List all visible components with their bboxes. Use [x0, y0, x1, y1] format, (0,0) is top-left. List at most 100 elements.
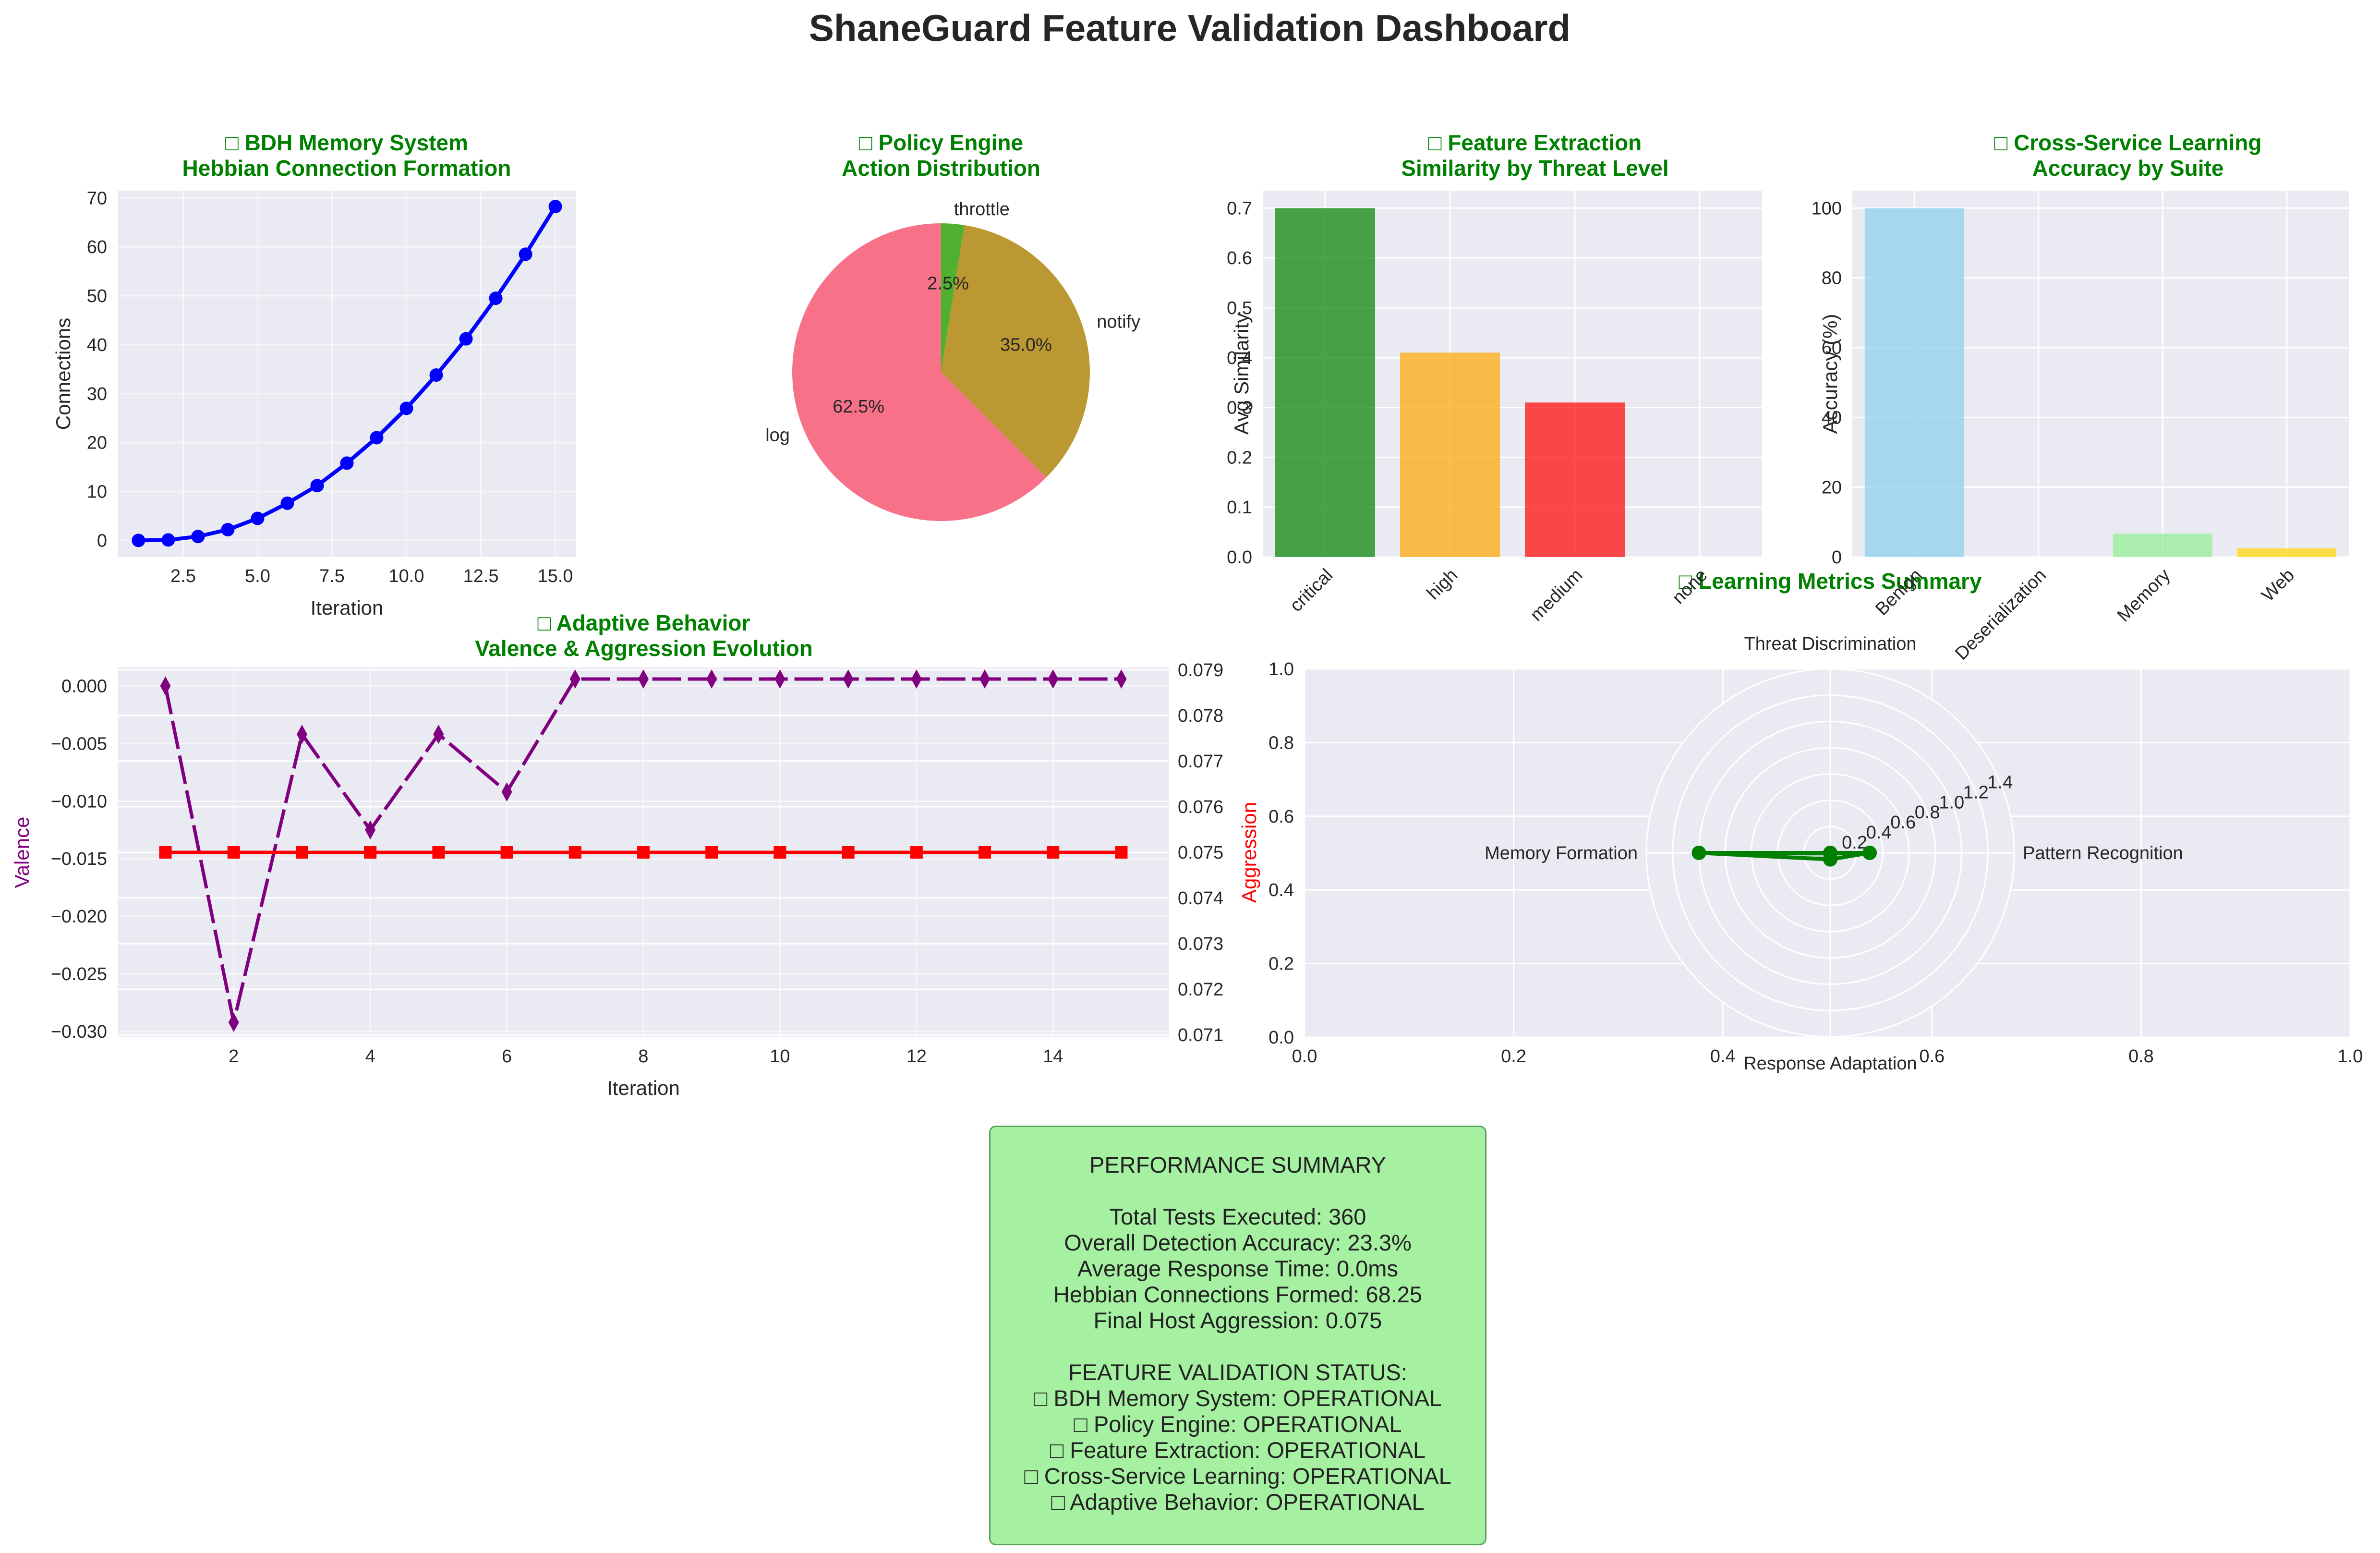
y-right-tick-label: 0.073	[1178, 934, 1223, 954]
outer-x-tick-label: 1.0	[2338, 1046, 2363, 1067]
memory-chart-title: □ BDH Memory System	[225, 130, 468, 155]
y-left-tick-label: −0.015	[51, 849, 107, 869]
pie-slice-notify	[941, 225, 1090, 478]
radar-r-tick-label: 0.4	[1866, 823, 1892, 843]
y-right-tick-label: 0.077	[1178, 752, 1223, 772]
y-right-tick-label: 0.078	[1178, 706, 1223, 726]
series-point-valence	[706, 669, 717, 689]
series-point-aggression	[637, 846, 650, 859]
series-point-aggression	[568, 846, 581, 859]
y-tick-label: 0.1	[1227, 497, 1252, 518]
outer-x-tick-label: 0.0	[1292, 1046, 1317, 1067]
series-point-aggression	[1115, 846, 1128, 859]
y-left-tick-label: −0.025	[51, 964, 107, 984]
x-tick-label: 5.0	[245, 566, 270, 586]
series-point-valence	[1116, 669, 1127, 689]
status-heading: FEATURE VALIDATION STATUS:	[1068, 1359, 1407, 1385]
y-tick-label: 0.5	[1227, 298, 1252, 318]
y-tick-label: 100	[1812, 198, 1842, 218]
pie-label: throttle	[954, 199, 1010, 219]
y-tick-label: 40	[1822, 408, 1842, 428]
series-point-aggression	[979, 846, 991, 859]
y-tick-label: 60	[87, 237, 107, 257]
connections-point	[310, 479, 324, 493]
y-tick-label: 0.6	[1227, 248, 1252, 268]
x-tick-label: critical	[1286, 565, 1337, 616]
outer-y-tick-label: 0.0	[1269, 1028, 1294, 1048]
y-tick-label: 0.0	[1227, 547, 1252, 568]
plot-area	[118, 191, 576, 557]
feature-chart-subtitle: Similarity by Threat Level	[1401, 156, 1668, 181]
x-axis-label: Iteration	[311, 596, 384, 619]
cross-chart-subtitle: Accuracy by Suite	[2032, 156, 2224, 181]
x-axis-label: Iteration	[607, 1077, 680, 1099]
radar-r-tick-label: 1.2	[1963, 782, 1989, 802]
performance-summary-box: PERFORMANCE SUMMARY Total Tests Executed…	[989, 1126, 1486, 1545]
x-tick-label: 2.5	[170, 566, 196, 586]
y-tick-label: 0	[97, 531, 107, 551]
connections-point	[399, 401, 413, 415]
y-left-tick-label: −0.005	[51, 734, 107, 754]
series-point-valence	[228, 1012, 239, 1032]
series-point-aggression	[159, 846, 172, 859]
outer-x-tick-label: 0.6	[1919, 1046, 1945, 1067]
y-tick-label: 0	[1832, 547, 1842, 568]
series-point-aggression	[842, 846, 855, 859]
x-tick-label: 7.5	[319, 566, 345, 586]
y-left-tick-label: −0.020	[51, 907, 107, 927]
series-point-aggression	[1047, 846, 1060, 859]
x-tick-label: 6	[502, 1046, 512, 1067]
y-axis-label: Connections	[52, 318, 74, 430]
outer-y-tick-label: 0.6	[1269, 807, 1294, 827]
bar-medium	[1525, 402, 1625, 557]
connections-point	[459, 332, 473, 346]
series-point-valence	[979, 669, 991, 689]
bar-Benign	[1864, 208, 1964, 557]
summary-heading: PERFORMANCE SUMMARY	[1089, 1152, 1387, 1177]
connections-point	[519, 247, 532, 261]
outer-y-tick-label: 0.2	[1269, 954, 1294, 974]
series-point-valence	[774, 669, 785, 689]
pie-percent-label: 62.5%	[833, 397, 884, 417]
y-left-tick-label: −0.010	[51, 791, 107, 812]
y-left-tick-label: 0.000	[61, 676, 107, 696]
feature-chart: 0.0 0.1 0.2 0.3 0.4 0.5 0.6 0.7 critical high medi…	[1227, 191, 1762, 625]
bar-critical	[1275, 208, 1375, 557]
y-left-axis-label: Valence	[11, 817, 33, 888]
radar-point	[1691, 846, 1706, 860]
y-right-tick-label: 0.075	[1178, 843, 1223, 863]
outer-x-tick-label: 0.8	[2128, 1046, 2154, 1067]
bar-Memory	[2113, 534, 2212, 557]
status-line: □ Policy Engine: OPERATIONAL	[1074, 1411, 1402, 1437]
series-point-valence	[365, 820, 376, 840]
summary-line: Hebbian Connections Formed: 68.25	[1053, 1282, 1423, 1307]
y-tick-label: 20	[1822, 478, 1842, 498]
radar-axis-label: Memory Formation	[1485, 843, 1638, 863]
series-point-aggression	[227, 846, 240, 859]
pie-label: log	[765, 425, 790, 445]
radar-axis-label: Threat Discrimination	[1744, 634, 1917, 654]
series-point-aggression	[364, 846, 377, 859]
outer-y-tick-label: 0.8	[1269, 733, 1294, 753]
x-tick-label: Memory	[2114, 565, 2175, 626]
radar-axis-label: Pattern Recognition	[2023, 843, 2183, 863]
y-right-tick-label: 0.072	[1178, 980, 1223, 1000]
series-point-valence	[296, 725, 307, 744]
adaptive-chart: 2 4 6 8 10 12 14 0.000 −0.005 −0.010 −0.015 −0.020 −…	[11, 660, 1260, 1099]
status-line: □ Feature Extraction: OPERATIONAL	[1050, 1437, 1426, 1463]
y-right-tick-label: 0.071	[1178, 1025, 1223, 1045]
series-point-valence	[433, 725, 444, 744]
series-point-aggression	[773, 846, 786, 859]
x-tick-label: high	[1423, 565, 1462, 604]
series-point-aggression	[500, 846, 513, 859]
memory-chart: 2.5 5.0 7.5 10.0 12.5 15.0 0 10 20 30 40 50 60 70 Iter…	[52, 188, 576, 619]
y-tick-label: 70	[87, 188, 107, 208]
y-tick-label: 80	[1822, 268, 1842, 289]
x-tick-label: 8	[638, 1046, 648, 1067]
y-tick-label: 0.3	[1227, 398, 1252, 418]
x-tick-label: medium	[1526, 565, 1586, 625]
y-right-tick-label: 0.076	[1178, 797, 1223, 817]
summary-line: Final Host Aggression: 0.075	[1093, 1308, 1382, 1333]
series-point-valence	[1048, 669, 1059, 689]
